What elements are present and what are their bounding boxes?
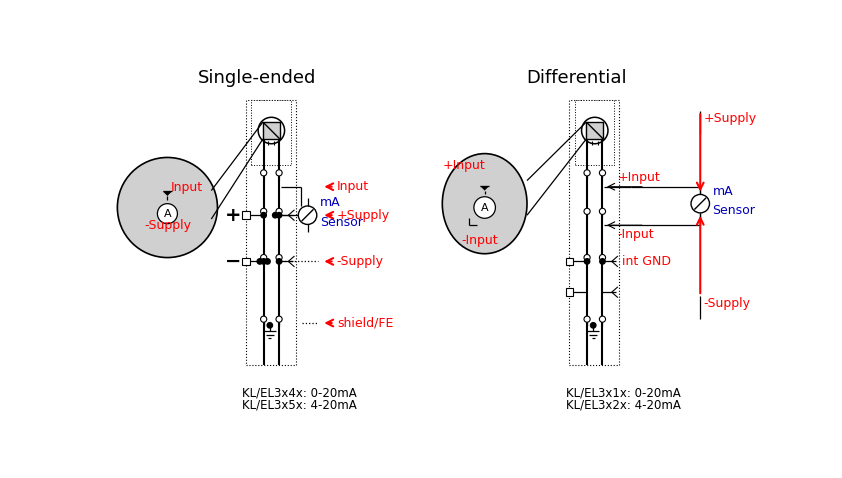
Text: -Supply: -Supply [703,297,750,310]
Circle shape [273,213,278,218]
Polygon shape [480,186,489,191]
Text: Single-ended: Single-ended [199,69,317,87]
Circle shape [590,323,596,328]
Circle shape [276,254,282,261]
Circle shape [584,170,590,176]
Circle shape [117,157,217,258]
Circle shape [276,170,282,176]
Bar [246,100,296,365]
Text: +Input: +Input [442,159,485,172]
Bar [566,258,573,265]
Polygon shape [163,191,172,196]
Text: KL/EL3x1x: 0-20mA: KL/EL3x1x: 0-20mA [566,387,680,400]
Circle shape [261,259,266,264]
Text: −: − [225,252,241,271]
Text: Sensor: Sensor [320,216,363,229]
Text: KL/EL3x4x: 0-20mA: KL/EL3x4x: 0-20mA [242,387,357,400]
Text: +Input: +Input [618,171,661,184]
Circle shape [600,208,605,215]
Text: A: A [481,203,488,213]
Circle shape [276,208,282,215]
Bar [569,100,620,365]
Circle shape [691,195,710,213]
Circle shape [584,208,590,215]
Bar [252,100,290,165]
Circle shape [276,213,282,218]
Text: Differential: Differential [527,69,627,87]
Text: shield/FE: shield/FE [337,316,393,329]
Text: +Supply: +Supply [337,209,390,222]
Text: mA: mA [320,196,340,209]
Text: +Supply: +Supply [703,112,756,125]
Text: -Input: -Input [461,234,498,247]
Ellipse shape [442,153,527,254]
Text: mA: mA [712,185,733,197]
Circle shape [276,259,282,264]
Circle shape [260,170,267,176]
Circle shape [600,316,605,322]
Text: A: A [163,209,171,218]
Bar [242,258,250,265]
Text: +: + [225,206,241,225]
Circle shape [257,259,263,264]
Bar [575,100,614,165]
Circle shape [474,197,495,218]
Bar [242,211,250,219]
Circle shape [600,170,605,176]
Text: -Input: -Input [618,228,654,241]
Text: KL/EL3x5x: 4-20mA: KL/EL3x5x: 4-20mA [242,399,357,412]
Text: int GND: int GND [621,255,671,268]
Text: -Supply: -Supply [337,255,384,268]
Circle shape [260,316,267,322]
Circle shape [157,204,178,224]
Circle shape [600,254,605,261]
Circle shape [267,323,273,328]
Circle shape [584,316,590,322]
Bar [263,122,280,139]
Text: Input: Input [170,181,203,194]
Circle shape [584,254,590,261]
Text: KL/EL3x2x: 4-20mA: KL/EL3x2x: 4-20mA [566,399,680,412]
Circle shape [261,213,266,218]
Circle shape [584,259,589,264]
Text: -Supply: -Supply [144,219,191,232]
Circle shape [260,254,267,261]
Circle shape [600,259,605,264]
Bar [566,288,573,296]
Circle shape [298,206,317,225]
Text: Sensor: Sensor [712,205,755,217]
Circle shape [276,316,282,322]
Circle shape [265,259,270,264]
Text: Input: Input [337,180,369,193]
Circle shape [260,208,267,215]
Bar [586,122,603,139]
